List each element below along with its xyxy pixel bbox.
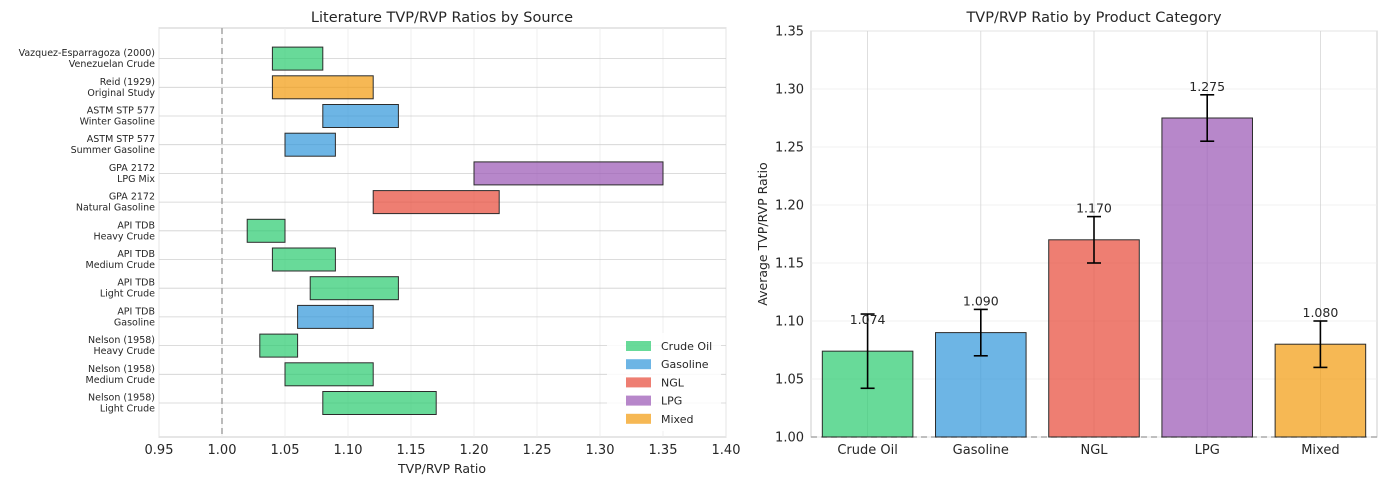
y-tick-label-line2: Summer Gasoline — [71, 145, 156, 156]
y-tick-label-line2: Gasoline — [114, 317, 155, 328]
y-tick-label: 1.00 — [775, 431, 804, 446]
y-tick-label: 1.15 — [775, 257, 804, 272]
y-tick-label: 1.35 — [775, 25, 804, 40]
range-bar — [309, 276, 399, 301]
legend-swatch — [626, 341, 651, 351]
range-bar — [284, 362, 374, 387]
y-tick-label-line1: GPA 2172 — [109, 192, 155, 203]
legend-label: Crude Oil — [661, 340, 712, 353]
right-chart-title: TVP/RVP Ratio by Product Category — [965, 10, 1222, 26]
range-bar — [473, 161, 664, 186]
x-tick-label: NGL — [1080, 443, 1108, 458]
right-error-bars — [860, 94, 1328, 390]
range-bar — [246, 218, 286, 243]
value-label: 1.074 — [850, 312, 886, 327]
x-tick-label: 0.95 — [145, 443, 174, 458]
legend-label: Mixed — [661, 413, 693, 426]
y-tick-label-line2: Light Crude — [100, 289, 155, 300]
right-value-labels: 1.074 1.090 1.170 1.275 1.080 — [850, 79, 1339, 327]
y-tick-label: 1.10 — [775, 315, 804, 330]
legend-label: NGL — [661, 376, 685, 389]
value-label: 1.080 — [1303, 305, 1339, 320]
y-tick-label-line1: API TDB — [117, 249, 155, 260]
right-bars — [821, 117, 1367, 438]
x-tick-label: 1.40 — [712, 443, 741, 458]
value-label: 1.170 — [1076, 201, 1112, 216]
right-y-axis-label: Average TVP/RVP Ratio — [755, 162, 770, 305]
y-tick-label-line1: Nelson (1958) — [88, 335, 155, 346]
bar — [1161, 117, 1253, 438]
y-tick-label-line2: Heavy Crude — [93, 346, 155, 357]
x-tick-label: Gasoline — [953, 443, 1009, 458]
left-x-axis-label: TVP/RVP Ratio — [397, 461, 486, 476]
legend-frame — [607, 333, 721, 431]
y-tick-label-line1: API TDB — [117, 220, 155, 231]
range-bar — [372, 190, 500, 215]
left-legend: Crude Oil Gasoline NGL LPG Mixed — [607, 333, 721, 431]
right-y-tick-labels: 1.00 1.05 1.10 1.15 1.20 1.25 1.30 1.35 — [775, 25, 804, 446]
y-tick-label: 1.30 — [775, 83, 804, 98]
right-x-tick-labels: Crude Oil Gasoline NGL LPG Mixed — [837, 443, 1339, 458]
x-tick-label: 1.10 — [334, 443, 363, 458]
x-tick-label: 1.05 — [271, 443, 300, 458]
range-bar — [259, 333, 299, 358]
y-tick-label-line1: API TDB — [117, 306, 155, 317]
legend-label: Gasoline — [661, 358, 709, 371]
y-tick-label-line2: Medium Crude — [86, 260, 156, 271]
value-label: 1.275 — [1189, 79, 1225, 94]
legend-swatch — [626, 359, 651, 370]
left-range-bars — [246, 46, 664, 415]
y-tick-label-line1: ASTM STP 577 — [87, 134, 155, 145]
y-tick-label-line1: API TDB — [117, 278, 155, 289]
y-tick-label-line2: Original Study — [87, 88, 155, 99]
left-x-tick-labels: 0.95 1.00 1.05 1.10 1.15 1.20 1.25 1.30 1.35 1.40 — [145, 443, 741, 458]
y-tick-label-line1: Reid (1929) — [100, 77, 155, 88]
legend-label: LPG — [661, 395, 682, 408]
y-tick-label: 1.20 — [775, 199, 804, 214]
x-tick-label: 1.00 — [208, 443, 237, 458]
x-tick-label: Mixed — [1301, 443, 1339, 458]
left-chart-title: Literature TVP/RVP Ratios by Source — [311, 10, 573, 26]
y-tick-label-line1: ASTM STP 577 — [87, 106, 155, 117]
y-tick-label-line2: Winter Gasoline — [80, 117, 156, 128]
y-tick-label-line2: Medium Crude — [86, 375, 156, 386]
x-tick-label: LPG — [1195, 443, 1220, 458]
y-tick-label-line2: LPG Mix — [117, 174, 155, 185]
y-tick-label-line1: Nelson (1958) — [88, 364, 155, 375]
range-bar — [284, 132, 336, 157]
y-tick-label: 1.25 — [775, 141, 804, 156]
x-tick-label: 1.15 — [397, 443, 426, 458]
y-tick-label-line1: Vazquez-Esparragoza (2000) — [19, 48, 155, 59]
y-tick-label-line1: GPA 2172 — [109, 163, 155, 174]
x-tick-label: 1.25 — [523, 443, 552, 458]
bar — [1048, 239, 1140, 438]
x-tick-label: Crude Oil — [837, 443, 898, 458]
x-tick-label: 1.35 — [649, 443, 678, 458]
value-label: 1.090 — [963, 293, 999, 308]
legend-swatch — [626, 377, 651, 388]
x-tick-label: 1.20 — [460, 443, 489, 458]
y-tick-label: 1.05 — [775, 373, 804, 388]
x-tick-label: 1.30 — [586, 443, 615, 458]
range-bar — [297, 304, 374, 329]
y-tick-label-line2: Light Crude — [100, 404, 155, 415]
legend-swatch — [626, 395, 651, 406]
legend-swatch — [626, 413, 651, 424]
range-bar — [322, 391, 437, 415]
range-bar — [322, 104, 399, 128]
range-bar — [271, 46, 324, 71]
y-tick-label-line2: Venezuelan Crude — [69, 59, 155, 70]
y-tick-label-line1: Nelson (1958) — [88, 393, 155, 404]
y-tick-label-line2: Natural Gasoline — [76, 203, 155, 214]
range-bar — [271, 75, 374, 100]
range-bar — [271, 247, 336, 272]
y-tick-label-line2: Heavy Crude — [93, 231, 155, 242]
